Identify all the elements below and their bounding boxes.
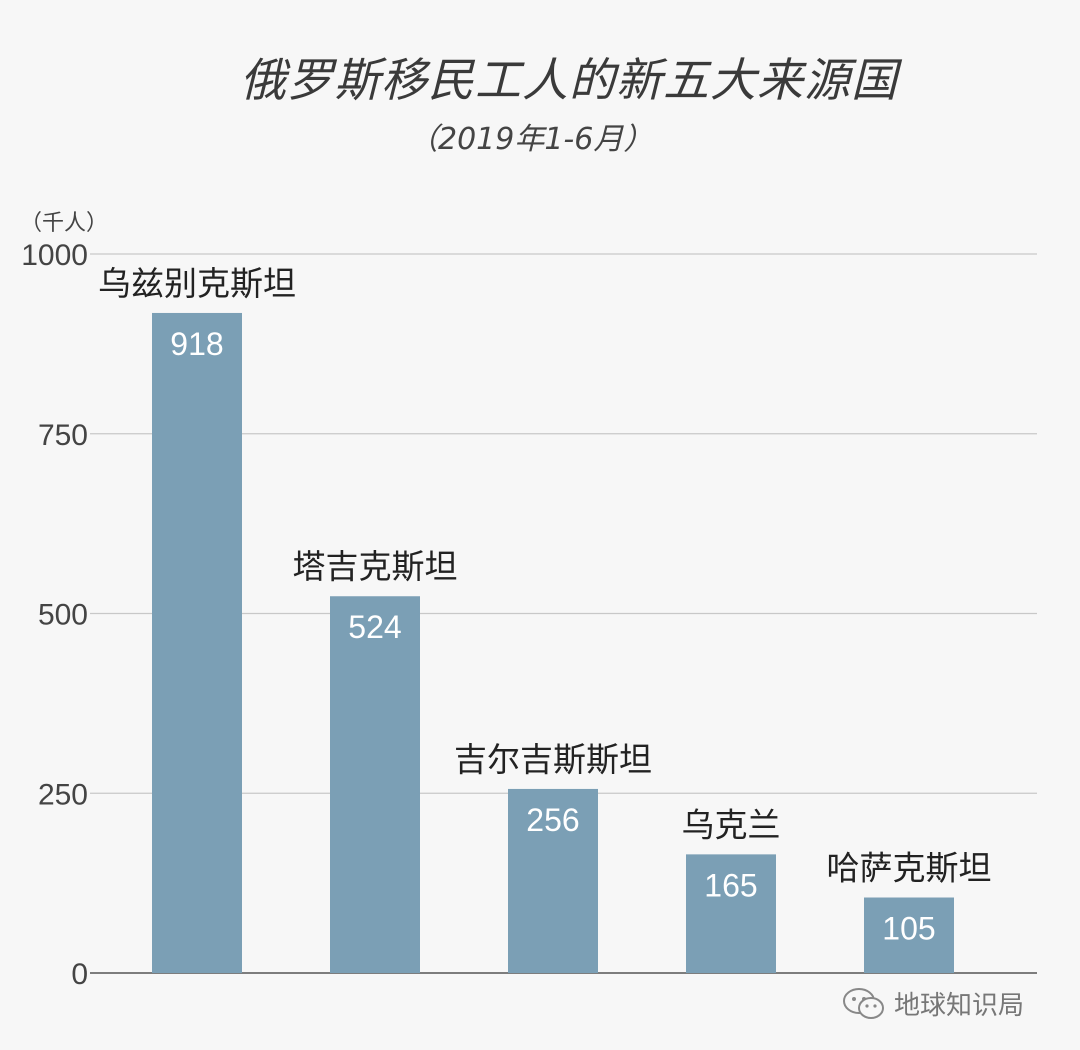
y-tick-label: 0 <box>71 958 88 991</box>
bar-value-label: 918 <box>170 326 223 362</box>
bar-category-label: 乌克兰 <box>682 805 781 844</box>
bar-category-label: 哈萨克斯坦 <box>827 849 992 888</box>
y-tick-label: 250 <box>38 778 88 811</box>
bar-category-label: 塔吉克斯坦 <box>293 547 458 586</box>
bar-category-label: 吉尔吉斯斯坦 <box>454 740 652 779</box>
watermark-text: 地球知识局 <box>894 991 1025 1021</box>
wechat-icon <box>843 987 884 1019</box>
bar-value-label: 105 <box>882 911 935 947</box>
bar <box>508 788 598 973</box>
bar-value-label: 256 <box>526 802 579 838</box>
bar <box>686 854 776 973</box>
y-tick-label: 750 <box>38 419 88 452</box>
bar-value-label: 524 <box>348 609 401 645</box>
y-axis-unit-label: （千人） <box>20 211 109 236</box>
bar <box>152 312 242 973</box>
chart-title: 俄罗斯移民工人的新五大来源国 <box>240 53 898 107</box>
bar-category-label: 乌兹别克斯坦 <box>98 264 296 303</box>
chart-subtitle: （2019年1-6月） <box>408 122 654 157</box>
bar <box>864 897 954 973</box>
y-tick-label: 500 <box>38 599 88 632</box>
y-tick-label: 1000 <box>21 239 88 272</box>
bar <box>330 596 420 973</box>
watermark: 地球知识局 <box>842 985 1024 1022</box>
bar-value-label: 165 <box>704 867 757 903</box>
